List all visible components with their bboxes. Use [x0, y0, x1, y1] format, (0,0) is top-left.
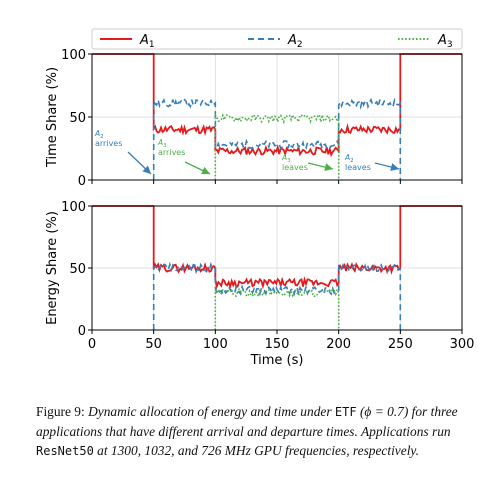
x-tick-label: 150 — [265, 337, 290, 352]
annotation-name-4: A2 — [344, 153, 354, 164]
caption-text-3: at 1300, 1032, and 726 MHz GPU frequenci… — [97, 443, 419, 458]
legend-label-sub-2: 2 — [297, 40, 303, 50]
annotation-text-2: arrives — [158, 148, 185, 157]
x-tick-label: 250 — [388, 337, 413, 352]
legend: A1 A2 A3 — [91, 28, 463, 50]
annotation-name-1: A2 — [94, 129, 104, 140]
y-tick-label: 0 — [78, 324, 86, 339]
caption-label: Figure 9: — [36, 404, 85, 419]
series-line-a2 — [152, 261, 402, 330]
annotation-text-3: leaves — [282, 163, 308, 172]
annotation-text-4: leaves — [345, 163, 371, 172]
y-tick-label: 100 — [61, 48, 86, 63]
series-line-a1 — [92, 53, 462, 158]
caption-code-2: ResNet50 — [36, 444, 94, 458]
annotation-name-3: A3 — [281, 153, 291, 164]
x-axis-label: Time (s) — [250, 353, 304, 368]
x-tick-label: 50 — [145, 337, 162, 352]
annotation-sub-3: 3 — [287, 158, 291, 164]
annotation-sub-2: 3 — [163, 143, 167, 149]
x-tick-label: 100 — [203, 337, 228, 352]
annotation-sub-1: 2 — [100, 134, 104, 140]
series-line-a1 — [92, 205, 462, 290]
annotation-sub-4: 2 — [350, 158, 354, 164]
legend-label-sub-1: 1 — [149, 40, 155, 50]
y-axis-label: Energy Share (%) — [45, 211, 60, 325]
y-tick-label: 50 — [69, 111, 86, 126]
figure-caption: Figure 9: Dynamic allocation of energy a… — [36, 402, 484, 461]
caption-text-2: (ϕ = 0.7) for three applications that ha… — [36, 404, 458, 439]
y-tick-label: 50 — [69, 262, 86, 277]
caption-text-1: Dynamic allocation of energy and time un… — [88, 404, 332, 419]
x-tick-label: 200 — [326, 337, 351, 352]
y-tick-label: 0 — [78, 174, 86, 189]
caption-code-1: ETF — [334, 405, 357, 419]
y-tick-label: 100 — [61, 200, 86, 215]
x-tick-label: 300 — [450, 337, 475, 352]
series-line-a3 — [214, 111, 340, 180]
series-line-a3 — [214, 286, 340, 330]
y-axis-label: Time Share (%) — [45, 67, 60, 168]
annotation-name-2: A3 — [157, 138, 167, 149]
annotation-arrow-head-3 — [324, 163, 333, 172]
annotation-arrow-head-2 — [201, 166, 210, 175]
annotation-arrow-head-4 — [390, 163, 399, 171]
annotation-text-1: arrives — [95, 139, 122, 148]
legend-box — [91, 28, 463, 50]
x-tick-label: 0 — [88, 337, 96, 352]
annotation-arrow-head-1 — [142, 165, 151, 174]
legend-label-sub-3: 3 — [447, 40, 453, 50]
